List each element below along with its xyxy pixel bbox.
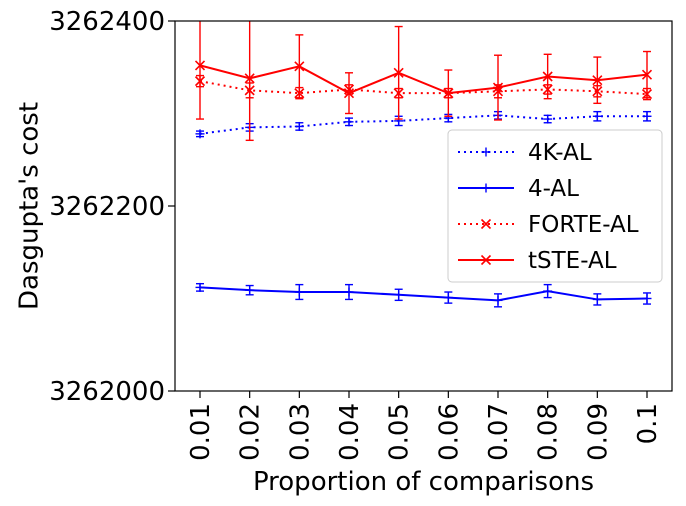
marker-x <box>592 75 603 86</box>
marker-x <box>343 88 355 99</box>
x-axis-label: Proportion of comparisons <box>253 467 594 497</box>
y-axis-label: Dasgupta's cost <box>15 102 45 310</box>
y-tick-label: 3262200 <box>49 192 165 222</box>
series-line <box>199 114 647 135</box>
x-tick-label: 0.09 <box>583 403 613 461</box>
plot-series <box>194 21 653 308</box>
series-4-al <box>195 282 652 308</box>
x-tick-label: 0.04 <box>335 403 365 461</box>
series-4k-al <box>195 110 652 139</box>
marker-x <box>641 69 653 80</box>
axes: 3262000 3262200 3262400 0.01 0.02 0.03 0.04 0.0… <box>49 7 663 461</box>
x-tick-label: 0.07 <box>484 403 514 461</box>
marker-x <box>480 254 492 266</box>
x-tick-label: 0.01 <box>186 403 216 461</box>
x-tick-label: 0.1 <box>633 403 663 444</box>
x-tick-label: 0.03 <box>285 403 315 461</box>
x-tick-label: 0.05 <box>385 403 415 461</box>
x-tick-label: 0.02 <box>236 403 266 461</box>
series-line <box>199 64 648 95</box>
y-tick-label: 3262000 <box>49 377 165 407</box>
legend-box <box>447 129 663 283</box>
marker-x <box>542 71 553 82</box>
plot-frame <box>174 20 673 392</box>
marker-x <box>492 82 504 93</box>
legend-label: 4-AL <box>528 176 579 202</box>
legend: 4K-AL 4-AL FORTE-AL tSTE-AL <box>447 129 663 283</box>
marker-x <box>480 218 492 230</box>
legend-label: FORTE-AL <box>528 212 639 238</box>
legend-label: 4K-AL <box>528 140 592 166</box>
legend-label: tSTE-AL <box>528 248 617 274</box>
x-tick-label: 0.08 <box>534 403 564 461</box>
series-line <box>199 286 648 302</box>
series-line <box>199 80 648 96</box>
series-tste-al <box>194 21 653 142</box>
x-tick-label: 0.06 <box>434 403 464 461</box>
y-tick-label: 3262400 <box>49 7 165 37</box>
marker-x <box>244 73 255 84</box>
marker-x <box>194 60 206 71</box>
marker-x <box>294 61 305 72</box>
marker-x <box>393 67 404 78</box>
marker-x <box>443 88 454 99</box>
